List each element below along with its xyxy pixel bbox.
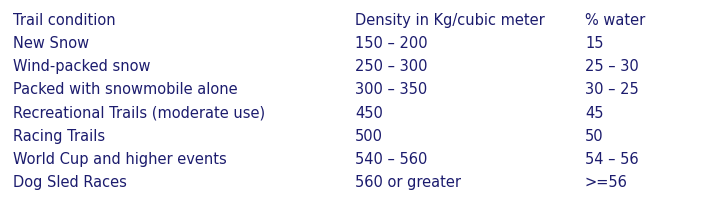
Text: World Cup and higher events: World Cup and higher events xyxy=(13,152,227,167)
Text: Trail condition: Trail condition xyxy=(13,13,115,28)
Text: 30 – 25: 30 – 25 xyxy=(585,82,639,97)
Text: New Snow: New Snow xyxy=(13,36,89,51)
Text: 50: 50 xyxy=(585,129,604,144)
Text: Recreational Trails (moderate use): Recreational Trails (moderate use) xyxy=(13,106,265,121)
Text: 54 – 56: 54 – 56 xyxy=(585,152,639,167)
Text: Packed with snowmobile alone: Packed with snowmobile alone xyxy=(13,82,238,97)
Text: >=56: >=56 xyxy=(585,175,628,190)
Text: 150 – 200: 150 – 200 xyxy=(355,36,428,51)
Text: Density in Kg/cubic meter: Density in Kg/cubic meter xyxy=(355,13,544,28)
Text: 250 – 300: 250 – 300 xyxy=(355,59,428,74)
Text: 560 or greater: 560 or greater xyxy=(355,175,461,190)
Text: 500: 500 xyxy=(355,129,383,144)
Text: % water: % water xyxy=(585,13,645,28)
Text: 15: 15 xyxy=(585,36,603,51)
Text: Racing Trails: Racing Trails xyxy=(13,129,105,144)
Text: 25 – 30: 25 – 30 xyxy=(585,59,639,74)
Text: 300 – 350: 300 – 350 xyxy=(355,82,427,97)
Text: 45: 45 xyxy=(585,106,603,121)
Text: 540 – 560: 540 – 560 xyxy=(355,152,427,167)
Text: Dog Sled Races: Dog Sled Races xyxy=(13,175,127,190)
Text: Wind-packed snow: Wind-packed snow xyxy=(13,59,151,74)
Text: 450: 450 xyxy=(355,106,383,121)
